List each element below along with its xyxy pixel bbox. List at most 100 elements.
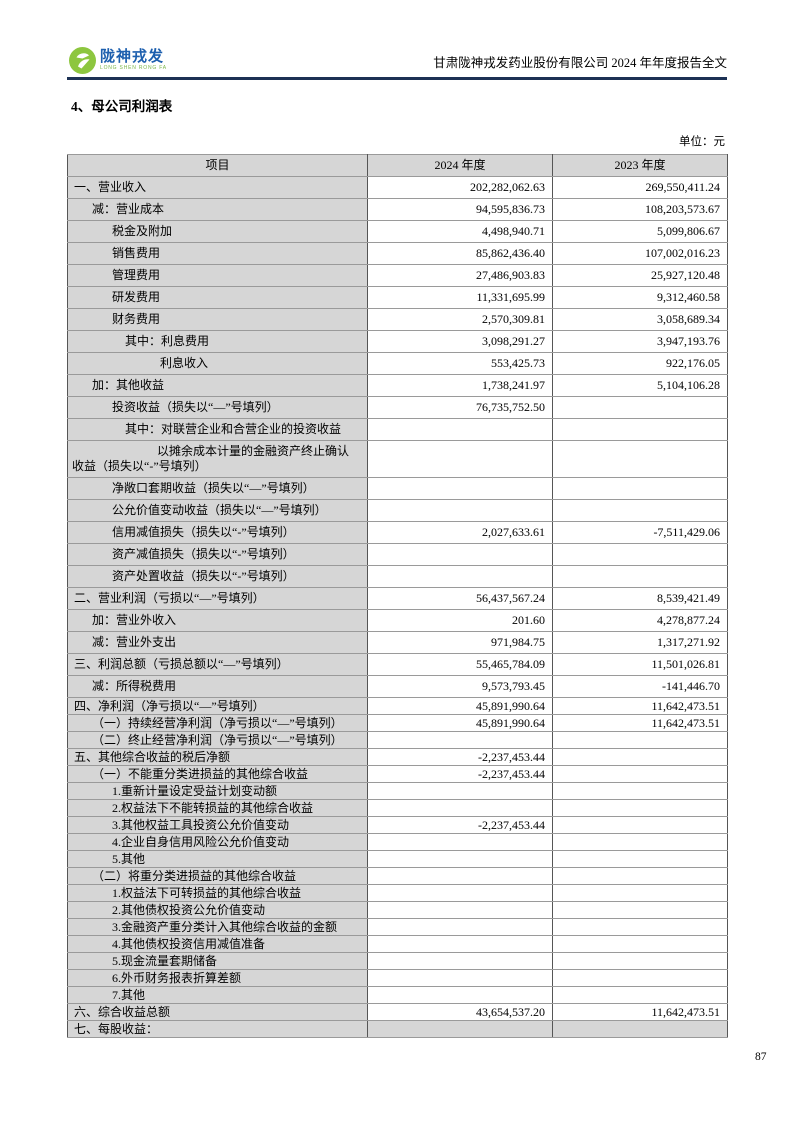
row-value-2024 xyxy=(367,884,553,902)
row-value-2023: 4,278,877.24 xyxy=(552,609,728,632)
row-value-2023: -7,511,429.06 xyxy=(552,521,728,544)
table-row: 管理费用 27,486,903.83 25,927,120.48 xyxy=(67,264,728,287)
row-label: 五、其他综合收益的税后净额 xyxy=(67,748,368,766)
row-value-2024: 45,891,990.64 xyxy=(367,714,553,732)
row-value-2024: 971,984.75 xyxy=(367,631,553,654)
row-label: （一）持续经营净利润（净亏损以“—”号填列） xyxy=(67,714,368,732)
row-value-2024 xyxy=(367,901,553,919)
row-value-2024 xyxy=(367,565,553,588)
table-row: 5.现金流量套期储备 xyxy=(67,952,728,970)
table-row: 减：营业外支出 971,984.75 1,317,271.92 xyxy=(67,631,728,654)
row-value-2023 xyxy=(552,969,728,987)
logo-icon xyxy=(69,47,96,74)
column-header-2023: 2023 年度 xyxy=(552,154,728,177)
row-label: 投资收益（损失以“—”号填列） xyxy=(67,396,368,419)
row-label: 利息收入 xyxy=(67,352,368,375)
section-title: 4、母公司利润表 xyxy=(71,99,173,114)
table-row: 2.权益法下不能转损益的其他综合收益 xyxy=(67,799,728,817)
table-row: （二）终止经营净利润（净亏损以“—”号填列） xyxy=(67,731,728,749)
row-value-2023 xyxy=(552,748,728,766)
row-value-2024 xyxy=(367,799,553,817)
table-header-row: 项目 2024 年度 2023 年度 xyxy=(67,154,728,177)
table-row: 2.其他债权投资公允价值变动 xyxy=(67,901,728,919)
column-header-2024: 2024 年度 xyxy=(367,154,553,177)
row-value-2024: 4,498,940.71 xyxy=(367,220,553,243)
row-value-2023 xyxy=(552,765,728,783)
logo-text-cn: 陇神戎发 xyxy=(100,48,165,65)
row-value-2024: 94,595,836.73 xyxy=(367,198,553,221)
row-value-2024: 9,573,793.45 xyxy=(367,675,553,698)
row-label: 销售费用 xyxy=(67,242,368,265)
row-value-2024: 201.60 xyxy=(367,609,553,632)
row-value-2023 xyxy=(552,952,728,970)
row-value-2023: 8,539,421.49 xyxy=(552,587,728,610)
row-value-2023: 269,550,411.24 xyxy=(552,176,728,199)
row-value-2024: -2,237,453.44 xyxy=(367,765,553,783)
row-label: 七、每股收益： xyxy=(67,1020,368,1038)
row-label: 其中：对联营企业和合营企业的投资收益 xyxy=(67,418,368,441)
row-value-2023 xyxy=(552,986,728,1004)
row-value-2023 xyxy=(552,867,728,885)
row-value-2024 xyxy=(367,867,553,885)
row-value-2023: 3,947,193.76 xyxy=(552,330,728,353)
row-value-2023: 11,642,473.51 xyxy=(552,697,728,715)
row-label: 其中：利息费用 xyxy=(67,330,368,353)
row-value-2024: 43,654,537.20 xyxy=(367,1003,553,1021)
table-row: 加：营业外收入 201.60 4,278,877.24 xyxy=(67,609,728,632)
row-label: 资产处置收益（损失以“-”号填列） xyxy=(67,565,368,588)
row-label: 2.其他债权投资公允价值变动 xyxy=(67,901,368,919)
table-row: 利息收入 553,425.73 922,176.05 xyxy=(67,352,728,375)
row-label: 5.现金流量套期储备 xyxy=(67,952,368,970)
row-label: 信用减值损失（损失以“-”号填列） xyxy=(67,521,368,544)
row-label: 资产减值损失（损失以“-”号填列） xyxy=(67,543,368,566)
row-value-2024 xyxy=(367,440,553,478)
row-label: 三、利润总额（亏损总额以“—”号填列） xyxy=(67,653,368,676)
row-value-2024 xyxy=(367,850,553,868)
table-row: 其中：对联营企业和合营企业的投资收益 xyxy=(67,418,728,441)
header-divider xyxy=(67,77,727,80)
row-label: 公允价值变动收益（损失以“—”号填列） xyxy=(67,499,368,522)
row-value-2023 xyxy=(552,782,728,800)
row-label: 二、营业利润（亏损以“—”号填列） xyxy=(67,587,368,610)
row-value-2023: -141,446.70 xyxy=(552,675,728,698)
row-label: 加：营业外收入 xyxy=(67,609,368,632)
row-value-2024: 45,891,990.64 xyxy=(367,697,553,715)
row-value-2023: 107,002,016.23 xyxy=(552,242,728,265)
row-value-2023: 922,176.05 xyxy=(552,352,728,375)
row-value-2024 xyxy=(367,782,553,800)
row-value-2023: 11,642,473.51 xyxy=(552,1003,728,1021)
table-row: 资产处置收益（损失以“-”号填列） xyxy=(67,565,728,588)
row-label: 加：其他收益 xyxy=(67,374,368,397)
row-value-2023: 3,058,689.34 xyxy=(552,308,728,331)
row-value-2023 xyxy=(552,418,728,441)
row-value-2024 xyxy=(367,731,553,749)
unit-label: 单位：元 xyxy=(679,136,725,148)
row-value-2024: 27,486,903.83 xyxy=(367,264,553,287)
row-value-2024: 553,425.73 xyxy=(367,352,553,375)
table-row: 1.重新计量设定受益计划变动额 xyxy=(67,782,728,800)
row-label: （一）不能重分类进损益的其他综合收益 xyxy=(67,765,368,783)
page-number: 87 xyxy=(755,1051,767,1063)
table-row: 四、净利润（净亏损以“—”号填列） 45,891,990.64 11,642,473… xyxy=(67,697,728,715)
row-value-2024: -2,237,453.44 xyxy=(367,816,553,834)
table-row: 二、营业利润（亏损以“—”号填列） 56,437,567.24 8,539,421.… xyxy=(67,587,728,610)
row-value-2024: 76,735,752.50 xyxy=(367,396,553,419)
table-row: 减：营业成本 94,595,836.73 108,203,573.67 xyxy=(67,198,728,221)
table-row: 4.其他债权投资信用减值准备 xyxy=(67,935,728,953)
row-value-2024 xyxy=(367,935,553,953)
row-value-2024 xyxy=(367,918,553,936)
row-value-2024 xyxy=(367,986,553,1004)
row-label: 3.其他权益工具投资公允价值变动 xyxy=(67,816,368,834)
table-row: （一）持续经营净利润（净亏损以“—”号填列） 45,891,990.64 11,64… xyxy=(67,714,728,732)
table-row: 减：所得税费用 9,573,793.45 -141,446.70 xyxy=(67,675,728,698)
row-value-2024 xyxy=(367,952,553,970)
row-value-2023 xyxy=(552,543,728,566)
table-row: 其中：利息费用 3,098,291.27 3,947,193.76 xyxy=(67,330,728,353)
row-value-2024: 55,465,784.09 xyxy=(367,653,553,676)
table-row: 财务费用 2,570,309.81 3,058,689.34 xyxy=(67,308,728,331)
row-value-2023 xyxy=(552,565,728,588)
table-row: 税金及附加 4,498,940.71 5,099,806.67 xyxy=(67,220,728,243)
table-row: 投资收益（损失以“—”号填列） 76,735,752.50 xyxy=(67,396,728,419)
table-row: 公允价值变动收益（损失以“—”号填列） xyxy=(67,499,728,522)
